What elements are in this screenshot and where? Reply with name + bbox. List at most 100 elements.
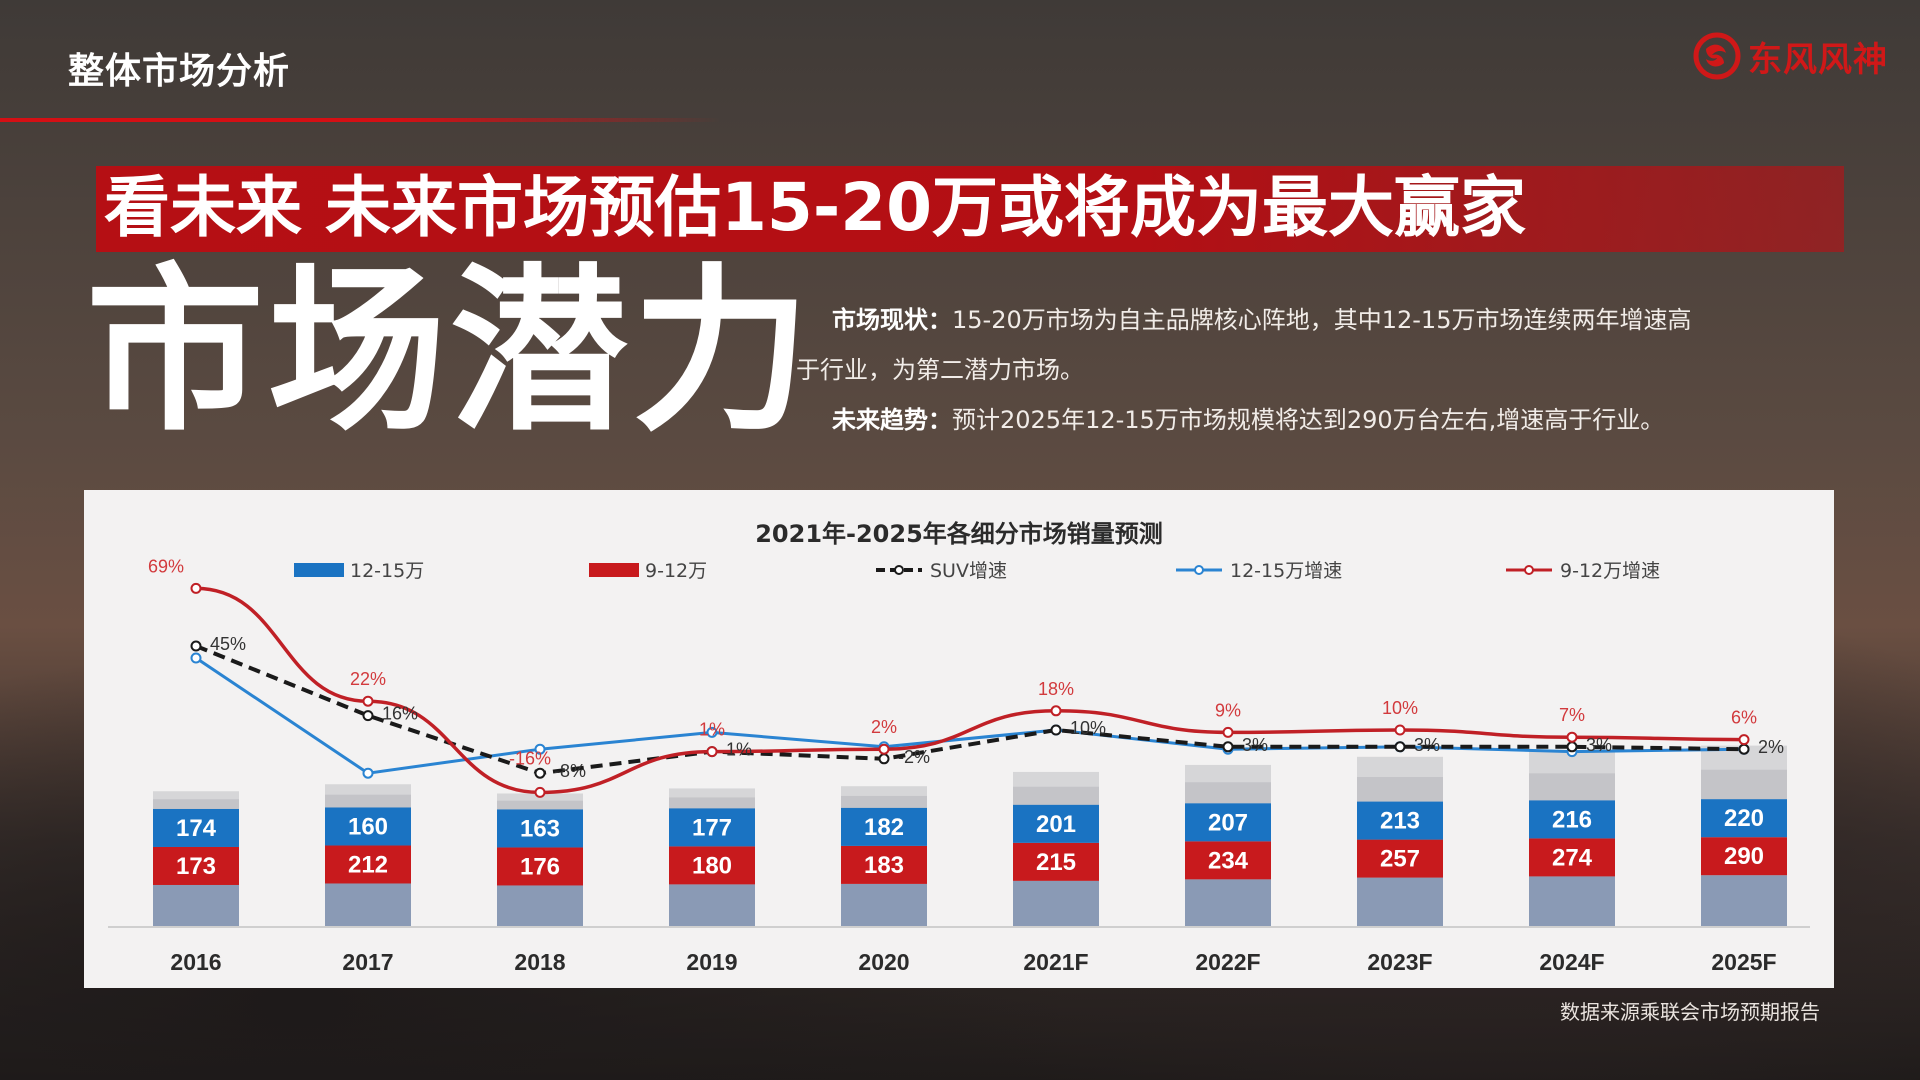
- line-9-12-growth-point: [534, 786, 546, 798]
- red-growth-label: 10%: [1382, 698, 1418, 718]
- line-suv-growth-point: [1394, 741, 1406, 753]
- status-label: 市场现状：: [832, 306, 952, 334]
- legend-line-12-15-growth: [1176, 564, 1222, 575]
- suv-growth-label: 3%: [1586, 735, 1612, 755]
- bar-other-segment: [325, 794, 411, 808]
- suv-growth-label: 16%: [382, 704, 418, 724]
- legend-label-9-12: 9-12万: [645, 560, 708, 582]
- bar-12-15: [497, 809, 583, 848]
- line-9-12-growth-point: [1738, 734, 1750, 746]
- headline-text: 看未来 未来市场预估15-20万或将成为最大赢家: [104, 169, 1527, 246]
- x-tick-label: 2019: [686, 949, 737, 975]
- line-suv-growth-point: [1050, 724, 1062, 736]
- legend-line-9-12-growth: [1506, 564, 1552, 575]
- line-9-12-growth-point: [1222, 726, 1234, 738]
- bar-label-12-15: 160: [348, 813, 388, 840]
- brand-logo-icon: [1693, 32, 1741, 80]
- line-12-15-growth-point: [706, 726, 718, 738]
- bar-label-9-12: 212: [348, 851, 388, 878]
- bar-9-12: [669, 846, 755, 885]
- brand-logo: 东风风神: [1692, 30, 1888, 82]
- x-tick-label: 2023F: [1367, 949, 1432, 975]
- x-tick-label: 2017: [342, 949, 393, 975]
- x-tick-label: 2025F: [1711, 949, 1776, 975]
- bar-label-9-12: 274: [1552, 844, 1593, 871]
- line-12-15-growth: [195, 656, 1745, 775]
- x-tick-label: 2022F: [1195, 949, 1260, 975]
- bar-other-segment: [497, 800, 583, 810]
- bar-other-segment: [1529, 773, 1615, 801]
- line-suv-growth-point: [1738, 743, 1750, 755]
- bar-other-segment: [153, 799, 239, 809]
- red-growth-label: 1%: [699, 720, 725, 740]
- legend-item-9-12-growth: 9-12万增速: [1504, 556, 1660, 583]
- bar-12-15: [153, 808, 239, 847]
- legend-item-12-15: 12-15万: [294, 556, 424, 583]
- trend-label: 未来趋势：: [832, 406, 952, 434]
- bar-12-15: [841, 807, 927, 846]
- red-growth-label: 22%: [350, 669, 386, 689]
- line-9-12-growth-point: [1050, 705, 1062, 717]
- bar-9-12: [1185, 841, 1271, 880]
- page-title: 整体市场分析: [68, 51, 291, 92]
- suv-growth-label: 3%: [1414, 735, 1440, 755]
- big-word: 市场潜力: [86, 248, 814, 455]
- bar-12-15: [1013, 804, 1099, 843]
- suv-growth-label: -2%: [898, 747, 930, 767]
- bar-12-15: [325, 807, 411, 846]
- brand-logo-text: 东风风神: [1748, 39, 1888, 80]
- headline-banner: 看未来 未来市场预估15-20万或将成为最大赢家: [96, 166, 1844, 252]
- bar-12-15: [1357, 801, 1443, 840]
- chart-panel: 2021年-2025年各细分市场销量预测 12-15万 9-12万 SUV增速 …: [84, 490, 1834, 988]
- bar-bottom-segment: [1185, 879, 1271, 926]
- red-growth-label: 2%: [871, 717, 897, 737]
- chart-legend: 12-15万 9-12万 SUV增速 12-15万增速 9-12万: [84, 556, 1834, 586]
- bar-bottom-segment: [1529, 876, 1615, 926]
- red-growth-label: 6%: [1731, 708, 1757, 728]
- bar-9-12: [841, 845, 927, 884]
- line-9-12-growth-point: [1394, 724, 1406, 736]
- bar-9-12: [153, 846, 239, 885]
- bar-bottom-segment: [325, 883, 411, 926]
- bar-label-12-15: 174: [176, 815, 217, 842]
- red-growth-label: 69%: [148, 556, 184, 576]
- bar-9-12: [1701, 837, 1787, 876]
- line-suv-growth-point: [534, 767, 546, 779]
- bar-label-12-15: 213: [1380, 808, 1420, 835]
- x-tick-label: 2021F: [1023, 949, 1088, 975]
- bar-label-9-12: 183: [864, 852, 904, 879]
- red-growth-label: -16%: [509, 748, 551, 768]
- line-12-15-growth-point: [534, 743, 546, 755]
- bar-other-segment: [1185, 782, 1271, 804]
- bar-other-segment: [1701, 769, 1787, 800]
- trend-text: 预计2025年12-15万市场规模将达到290万台左右,增速高于行业。: [952, 406, 1665, 434]
- bar-label-9-12: 173: [176, 853, 216, 880]
- x-tick-label: 2018: [514, 949, 565, 975]
- red-growth-label: 7%: [1559, 705, 1585, 725]
- bar-bottom-segment: [153, 884, 239, 926]
- x-tick-label: 2020: [858, 949, 909, 975]
- line-9-12-growth-point: [362, 695, 374, 707]
- line-suv-growth-point: [190, 640, 202, 652]
- suv-growth-label: -8%: [554, 761, 586, 781]
- bar-9-12: [1529, 838, 1615, 877]
- line-suv-growth-point: [1222, 741, 1234, 753]
- chart-title: 2021年-2025年各细分市场销量预测: [755, 520, 1163, 548]
- legend-swatch-12-15: [294, 562, 344, 577]
- bar-label-12-15: 207: [1208, 809, 1248, 836]
- line-9-12-growth: [195, 586, 1745, 795]
- red-growth-label: 9%: [1215, 700, 1241, 720]
- suv-growth-label: 2%: [1758, 737, 1784, 757]
- legend-line-suv-growth: [876, 564, 922, 575]
- legend-swatch-9-12: [589, 562, 639, 577]
- status-text: 15-20万市场为自主品牌核心阵地，其中12-15万市场连续两年增速高: [952, 306, 1692, 334]
- line-suv-growth: [195, 644, 1745, 776]
- line-suv-growth-point: [1566, 741, 1578, 753]
- line-9-12-growth-point: [706, 746, 718, 758]
- x-tick-label: 2016: [170, 949, 221, 975]
- suv-growth-label: 45%: [210, 634, 246, 654]
- bar-bottom-segment: [1013, 880, 1099, 926]
- line-suv-growth-point: [362, 710, 374, 722]
- line-9-12-growth-point: [878, 743, 890, 755]
- legend-label-9-12-growth: 9-12万增速: [1560, 560, 1661, 582]
